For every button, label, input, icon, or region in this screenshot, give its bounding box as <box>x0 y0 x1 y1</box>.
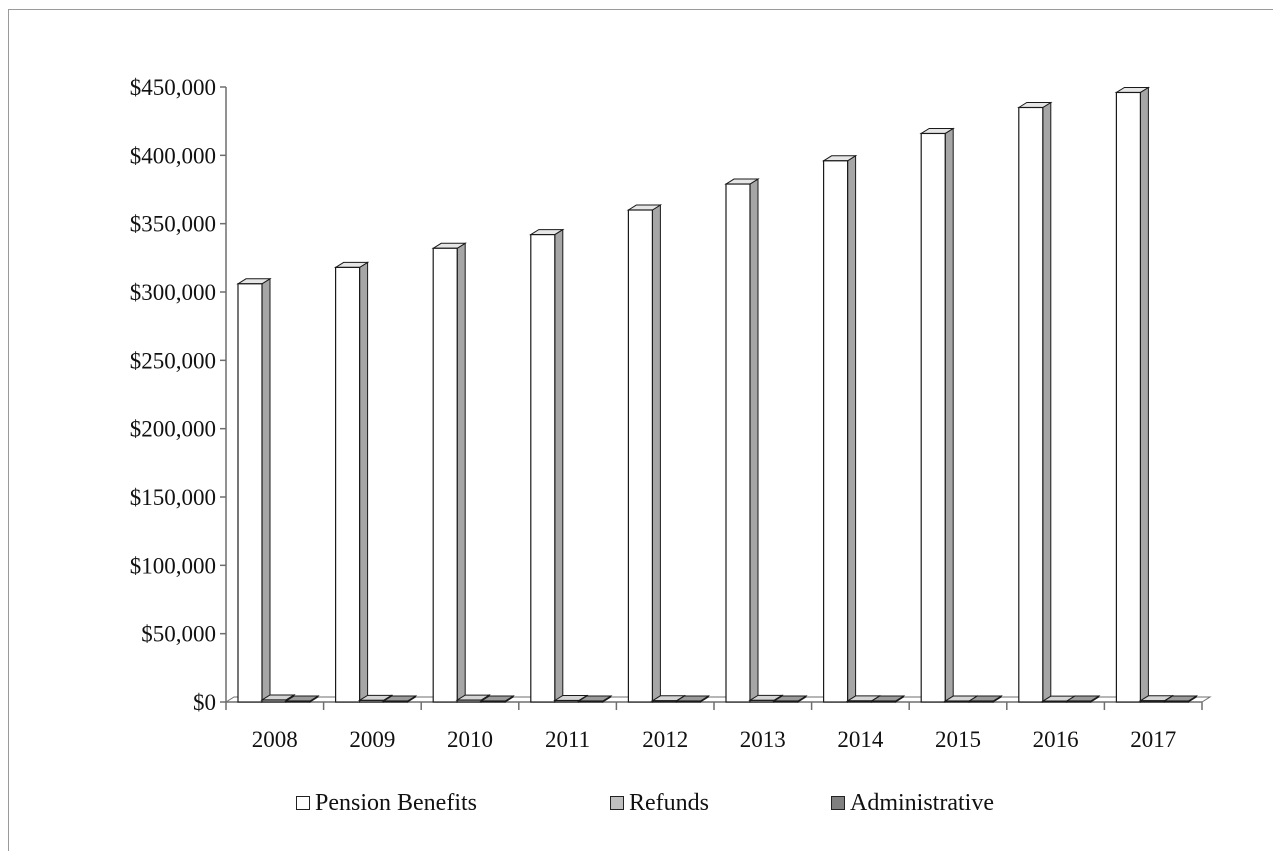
bar-pension-benefits <box>335 266 361 703</box>
bar-administrative <box>773 700 799 703</box>
x-tick-label: 2016 <box>1033 727 1079 752</box>
bar-side-pension-benefits <box>261 277 271 703</box>
bar-refunds <box>1139 700 1166 703</box>
bar-administrative <box>480 700 506 703</box>
x-tick-label: 2008 <box>252 727 298 752</box>
frame-left-border <box>8 9 9 851</box>
bar-administrative <box>1163 700 1190 703</box>
legend-label-refunds: Refunds <box>629 789 709 816</box>
bar-side-pension-benefits <box>944 127 954 703</box>
bar-side-pension-benefits <box>456 242 466 703</box>
bar-pension-benefits <box>725 183 751 703</box>
bar-pension-benefits <box>1018 106 1044 703</box>
x-tick-label: 2013 <box>740 727 786 752</box>
x-tick-label: 2012 <box>642 727 688 752</box>
bar-side-pension-benefits <box>554 228 564 703</box>
bar-pension-benefits <box>237 283 263 703</box>
x-tick-label: 2015 <box>935 727 981 752</box>
bar-refunds <box>554 699 580 703</box>
x-tick-label: 2014 <box>837 727 884 752</box>
bar-pension-benefits <box>530 234 556 703</box>
y-tick-label: $50,000 <box>141 622 216 647</box>
y-tick-label: $250,000 <box>130 348 216 373</box>
bar-pension-benefits <box>627 209 654 703</box>
legend-label-pension-benefits: Pension Benefits <box>315 789 477 816</box>
y-tick-label: $150,000 <box>130 485 216 510</box>
bar-refunds <box>1042 700 1068 703</box>
bar-pension-benefits <box>920 132 946 703</box>
bar-administrative <box>968 700 994 703</box>
y-tick-label: $300,000 <box>130 280 216 305</box>
bar-pension-benefits <box>432 247 458 703</box>
legend: Pension Benefits Refunds Administrative <box>0 786 1273 820</box>
legend-item-administrative: Administrative <box>831 786 994 820</box>
bar-pension-benefits <box>1115 91 1142 703</box>
bar-administrative <box>383 700 409 703</box>
bar-refunds <box>359 699 385 703</box>
y-tick-label: $200,000 <box>130 417 216 442</box>
frame-top-border <box>8 9 1273 10</box>
legend-swatch-refunds <box>610 796 624 810</box>
bar-refunds <box>651 700 678 703</box>
y-tick-label: $100,000 <box>130 553 216 578</box>
bar-side-pension-benefits <box>1042 101 1052 703</box>
legend-swatch-administrative <box>831 796 845 810</box>
x-tick-label: 2010 <box>447 727 493 752</box>
bar-side-pension-benefits <box>651 204 661 703</box>
y-tick-label: $450,000 <box>130 75 216 100</box>
x-tick-label: 2011 <box>545 727 590 752</box>
bar-refunds <box>261 699 287 703</box>
bar-side-pension-benefits <box>749 178 759 703</box>
y-tick-label: $0 <box>193 690 216 715</box>
bar-administrative <box>285 700 311 703</box>
bar-administrative <box>870 700 897 703</box>
y-tick-label: $400,000 <box>130 143 216 168</box>
bar-administrative <box>1066 700 1092 703</box>
bar-administrative <box>578 700 604 703</box>
bar-side-pension-benefits <box>359 261 369 703</box>
legend-item-refunds: Refunds <box>610 786 709 820</box>
bar-refunds <box>944 700 970 703</box>
bar-refunds <box>749 699 775 703</box>
bar-administrative <box>675 700 702 703</box>
y-tick-label: $350,000 <box>130 212 216 237</box>
x-tick-label: 2017 <box>1130 727 1176 752</box>
x-tick-label: 2009 <box>349 727 395 752</box>
legend-label-administrative: Administrative <box>850 789 994 816</box>
bar-pension-benefits <box>822 160 849 703</box>
bar-side-pension-benefits <box>847 154 857 703</box>
bar-refunds <box>456 699 482 703</box>
bar-refunds <box>846 700 873 703</box>
legend-item-pension-benefits: Pension Benefits <box>296 786 477 820</box>
legend-swatch-pension-benefits <box>296 796 310 810</box>
bar-side-pension-benefits <box>1139 86 1149 703</box>
